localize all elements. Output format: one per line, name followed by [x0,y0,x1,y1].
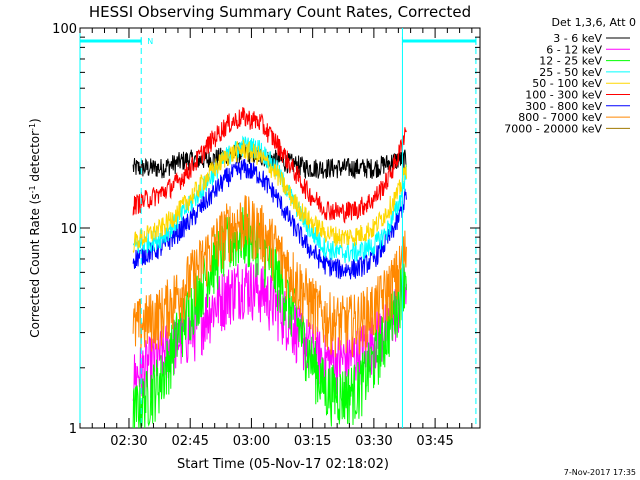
x-tick-label: 03:30 [355,434,392,449]
plot-area: N [79,27,481,429]
legend-label: 100 - 300 keV [525,89,602,102]
y-axis-label-part-3: ) [28,118,42,123]
legend-label: 3 - 6 keV [553,32,602,45]
y-axis-label-sup-1: -1 [28,185,37,193]
legend-label: 300 - 800 keV [525,100,602,113]
series-line [132,158,407,280]
x-tick-label: 03:15 [294,434,331,449]
series-line [132,139,407,254]
x-tick-label: 02:30 [110,434,147,449]
chart-title: HESSI Observing Summary Count Rates, Cor… [89,3,471,21]
legend-label: 12 - 25 keV [539,55,602,68]
legend-header: Det 1,3,6, Att 0 [552,16,636,29]
legend-label: 50 - 100 keV [532,77,602,90]
y-tick-label: 10 [60,222,77,237]
x-tick-label: 02:45 [171,434,208,449]
footer-date: 7-Nov-2017 17:35 [564,468,636,477]
x-tick-label: 03:45 [416,434,453,449]
flag-label: N [147,37,153,46]
overlay-layer: N [79,28,477,428]
x-axis-label: Start Time (05-Nov-17 02:18:02) [177,457,389,472]
legend-label: 800 - 7000 keV [518,111,602,124]
x-tick-label: 03:00 [233,434,270,449]
y-tick-label: 100 [52,22,77,37]
legend-label: 25 - 50 keV [539,66,602,79]
y-axis-label-part-2: detector [28,131,42,186]
y-axis-label-part-1: Corrected Count Rate (s [28,193,42,337]
x-axis: 02:30 02:45 03:00 03:15 03:30 03:45 [79,28,473,449]
series-layer [132,107,407,429]
y-axis-label: Corrected Count Rate (s-1 detector-1) [28,118,43,337]
legend-label: 7000 - 20000 keV [504,122,602,135]
series-line [132,107,407,224]
y-tick-label: 1 [69,422,77,437]
series-line [132,195,407,358]
legend-label: 6 - 12 keV [546,43,602,56]
y-axis-label-sup-2: -1 [28,123,37,131]
series-line [132,262,407,404]
